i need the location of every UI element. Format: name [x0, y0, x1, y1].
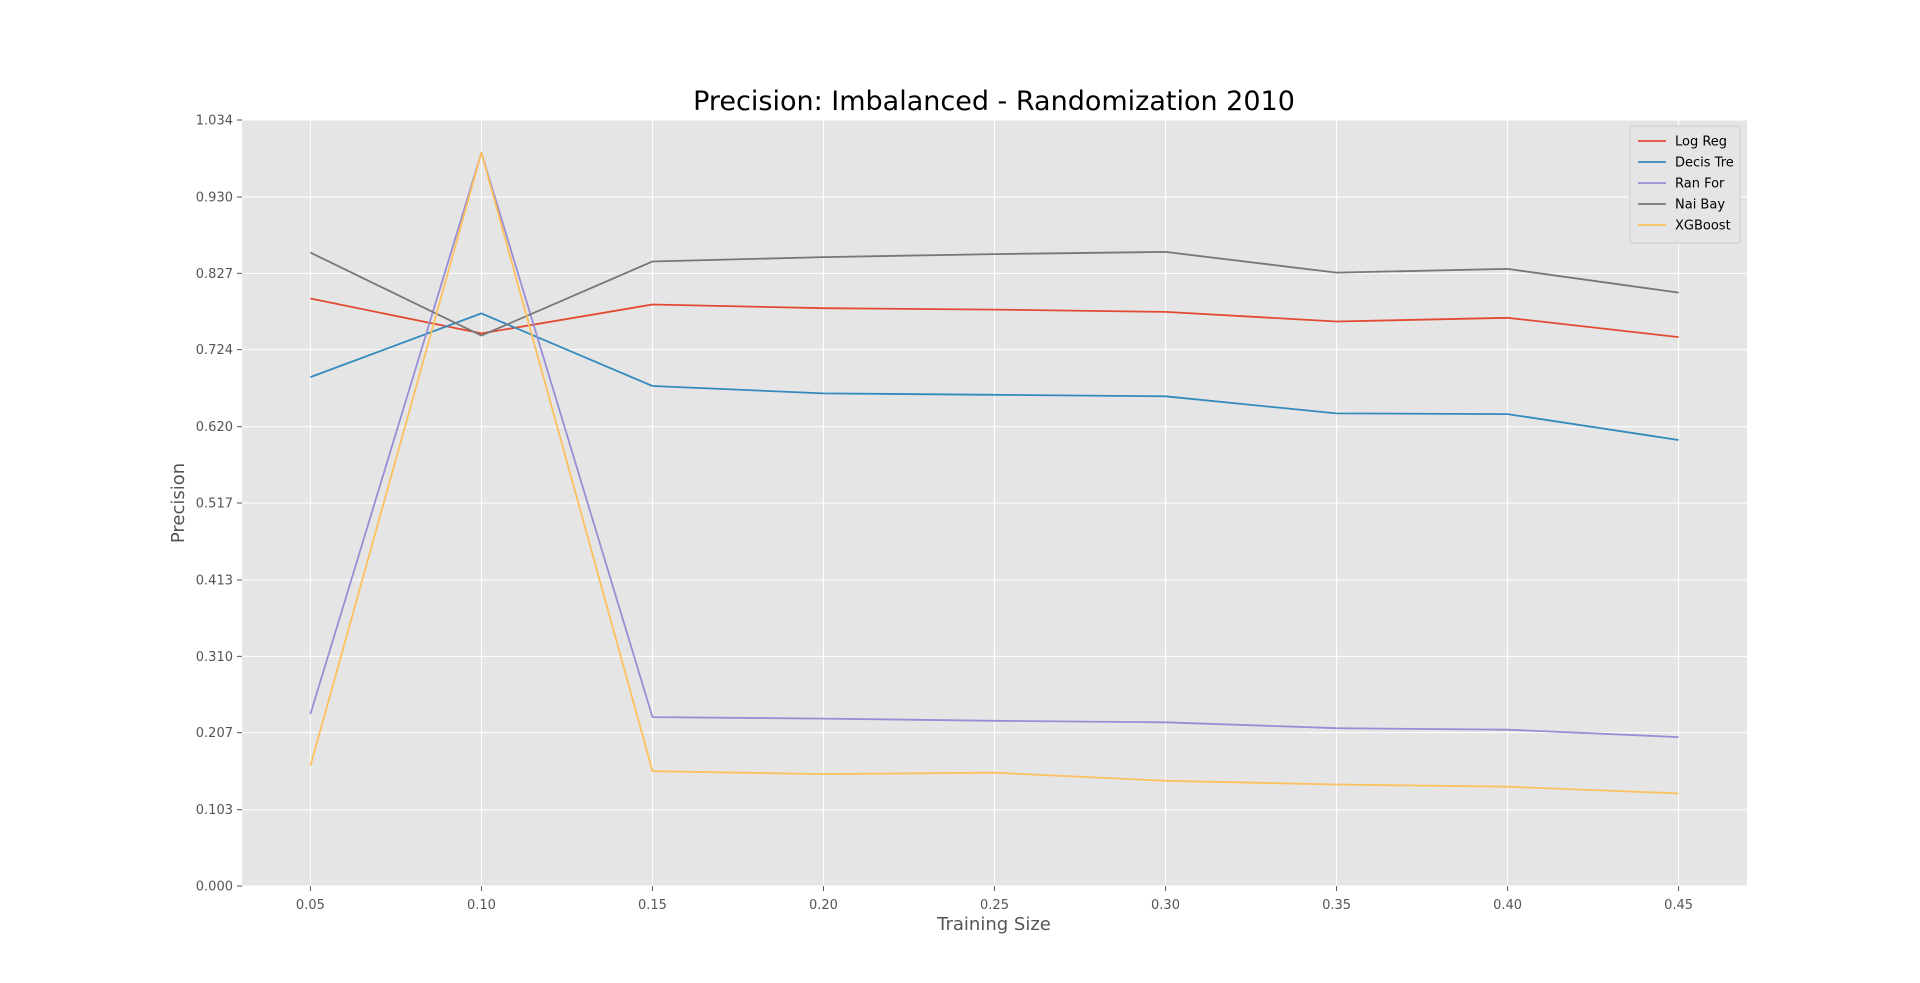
- grid-lines: [242, 119, 1747, 887]
- axes: 0.000 0.103 0.207 0.310 0.413 0.517 0.620 0.724…: [196, 114, 1693, 914]
- chart-title: Precision: Imbalanced - Randomization 20…: [693, 86, 1295, 117]
- series-line-xgboost: [309, 151, 1679, 795]
- legend-label: XGBoost: [1675, 219, 1731, 234]
- legend-label: Nai Bay: [1675, 198, 1725, 213]
- series-line-log-reg: [310, 297, 1679, 338]
- y-axis-label: Precision: [168, 463, 189, 543]
- x-tick-label: 0.05: [296, 898, 325, 913]
- series-line-ran-for: [309, 151, 1679, 738]
- x-tick-label: 0.25: [980, 898, 1009, 913]
- y-tick-label: 0.103: [196, 803, 233, 818]
- y-tick-label: 0.724: [196, 343, 233, 358]
- x-tick-label: 0.40: [1493, 898, 1522, 913]
- x-tick-label: 0.45: [1664, 898, 1693, 913]
- y-tick-label: 0.930: [196, 191, 233, 206]
- y-tick-label: 0.827: [196, 267, 233, 282]
- y-tick-label: 0.000: [196, 880, 233, 895]
- x-tick-label: 0.10: [467, 898, 496, 913]
- x-tick-label: 0.20: [809, 898, 838, 913]
- y-tick-label: 0.413: [196, 574, 233, 589]
- legend-label: Decis Tre: [1675, 156, 1734, 171]
- legend-box: [1629, 125, 1741, 244]
- y-tick-label: 1.034: [196, 114, 233, 129]
- legend: Log Reg Decis Tre Ran For Nai Bay XGBoost: [1629, 125, 1741, 244]
- series-lines: [309, 151, 1679, 795]
- x-tick-label: 0.35: [1322, 898, 1351, 913]
- x-tick-label: 0.30: [1151, 898, 1180, 913]
- legend-label: Log Reg: [1675, 135, 1727, 150]
- y-tick-label: 0.620: [196, 420, 233, 435]
- legend-label: Ran For: [1675, 177, 1725, 192]
- x-tick-label: 0.15: [638, 898, 667, 913]
- y-tick-label: 0.207: [196, 726, 233, 741]
- y-tick-label: 0.310: [196, 650, 233, 665]
- x-axis-label: Training Size: [936, 914, 1051, 935]
- series-line-decis-tre: [310, 312, 1679, 441]
- y-tick-label: 0.517: [196, 497, 233, 512]
- series-line-nai-bay: [310, 250, 1679, 337]
